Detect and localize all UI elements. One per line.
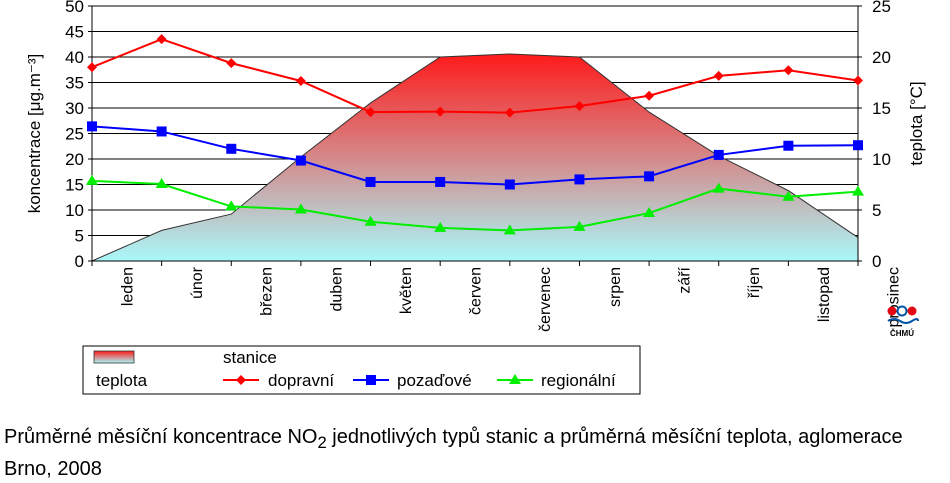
x-tick-label-0: leden: [119, 267, 136, 306]
logo-dot-left: [887, 306, 897, 316]
y-tick-label-35: 35: [65, 74, 84, 93]
series-1-point-2: [226, 143, 237, 154]
legend-group-title: stanice: [223, 348, 277, 367]
series-0-point-3: [295, 75, 306, 86]
legend-marker-0: [236, 375, 246, 385]
series-0-point-9: [713, 70, 724, 81]
series-1-point-9: [713, 149, 724, 160]
series-2-point-8: [643, 207, 656, 218]
y2-tick-label-10: 10: [872, 150, 891, 169]
chmu-logo-icon: ČHMÚ: [887, 305, 919, 338]
series-2-point-9: [712, 182, 725, 193]
series-1-point-6: [504, 179, 515, 190]
series-0-point-8: [644, 90, 655, 101]
logo-ring: [896, 305, 908, 317]
series-0-point-7: [574, 100, 585, 111]
y-tick-label-15: 15: [65, 176, 84, 195]
series-line-1: [91, 125, 859, 186]
x-tick-label-4: květen: [398, 267, 415, 314]
logo-dot-right: [907, 306, 917, 316]
series-1-point-5: [435, 176, 446, 187]
legend-label-2: regionální: [541, 371, 616, 390]
x-tick-label-10: listopad: [816, 267, 833, 322]
legend-marker-1: [366, 375, 376, 385]
chart: 0 5 10 15 20 25 30 35 40 45 50 0 5 10 15 20 25 leden únor b…: [25, 0, 926, 395]
series-1-point-1: [156, 126, 167, 137]
series-2-point-10: [782, 190, 795, 201]
y-tick-label-10: 10: [65, 201, 84, 220]
series-0-point-5: [435, 106, 446, 117]
y-tick-label-40: 40: [65, 48, 84, 67]
x-tick-label-7: srpen: [607, 267, 624, 307]
series-lines: [86, 34, 864, 235]
legend-area-swatch: [93, 350, 135, 364]
y-tick-label-45: 45: [65, 23, 84, 42]
series-0-point-0: [87, 62, 97, 73]
logo-text: ČHMÚ: [890, 329, 914, 338]
x-tick-label-2: březen: [259, 267, 276, 316]
logo-wave: [887, 318, 919, 324]
y2-axis-title: teplota [°C]: [907, 81, 926, 165]
series-1-point-4: [365, 176, 376, 187]
x-tick-label-5: červen: [468, 267, 485, 315]
caption-text-post: jednotlivých typů stanic a průměrná měsí…: [4, 426, 903, 480]
series-0-point-1: [156, 34, 167, 45]
series-2-point-3: [294, 203, 307, 214]
series-line-2: [91, 179, 859, 232]
axes: [88, 5, 862, 266]
legend: teplota stanice dopravní pozaďové regionální: [82, 345, 641, 395]
series-1-point-3: [295, 155, 306, 166]
legend-area-label: teplota: [96, 371, 148, 390]
series-2-point-6: [503, 224, 516, 235]
axis-labels: 0 5 10 15 20 25 30 35 40 45 50 0 5 10 15 20 25 leden únor b…: [25, 0, 926, 332]
x-tick-label-8: září: [677, 266, 694, 293]
y-tick-label-0: 0: [75, 252, 84, 271]
series-2-point-5: [434, 221, 447, 232]
caption-subscript: 2: [317, 433, 327, 452]
series-1-point-0: [87, 121, 97, 132]
y2-tick-label-25: 25: [872, 0, 891, 16]
x-tick-label-6: červenec: [537, 267, 554, 332]
x-tick-label-3: duben: [328, 267, 345, 312]
series-line-0: [91, 38, 859, 114]
series-2-point-4: [364, 215, 377, 226]
y-tick-label-25: 25: [65, 125, 84, 144]
series-2-point-0: [86, 174, 98, 185]
y2-tick-label-0: 0: [872, 252, 881, 271]
series-1-point-8: [644, 171, 655, 182]
series-0-point-2: [226, 58, 237, 69]
series-0-point-11: [853, 75, 863, 86]
y-tick-label-50: 50: [65, 0, 84, 16]
series-0-point-4: [365, 107, 376, 118]
x-tick-label-9: říjen: [746, 267, 763, 298]
y-tick-label-30: 30: [65, 99, 84, 118]
y2-tick-label-15: 15: [872, 99, 891, 118]
figure-caption: Průměrné měsíční koncentrace NO2 jednotl…: [4, 424, 934, 482]
series-2-point-7: [573, 220, 586, 231]
y2-tick-label-5: 5: [872, 201, 881, 220]
series-2-point-1: [155, 177, 168, 188]
legend-label-1: pozaďové: [397, 371, 472, 390]
y-tick-label-20: 20: [65, 150, 84, 169]
legend-box: [82, 345, 641, 395]
legend-label-0: dopravní: [268, 371, 334, 390]
series-1-point-11: [853, 140, 863, 151]
series-2-point-11: [852, 185, 864, 196]
series-0-point-10: [783, 65, 794, 76]
legend-marker-2: [509, 374, 521, 384]
y-axis-title: koncentrace [μg.m⁻³]: [25, 54, 44, 214]
series-0-point-6: [504, 107, 515, 118]
y2-tick-label-20: 20: [872, 48, 891, 67]
x-tick-label-1: únor: [189, 266, 206, 299]
y-tick-label-5: 5: [75, 227, 84, 246]
caption-text-pre: Průměrné měsíční koncentrace NO: [4, 426, 318, 448]
series-1-point-10: [783, 140, 794, 151]
series-2-point-2: [225, 200, 238, 211]
series-1-point-7: [574, 174, 585, 185]
